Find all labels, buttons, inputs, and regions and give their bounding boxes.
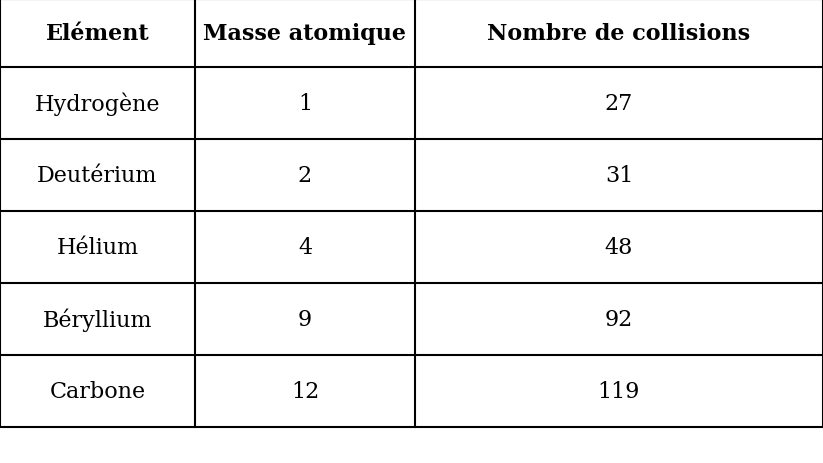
Text: 9: 9: [298, 308, 312, 330]
Text: Hélium: Hélium: [57, 237, 138, 258]
Text: Elément: Elément: [46, 23, 149, 45]
Text: Carbone: Carbone: [49, 380, 146, 402]
Text: 12: 12: [291, 380, 319, 402]
Text: Béryllium: Béryllium: [43, 307, 152, 331]
Text: Masse atomique: Masse atomique: [203, 23, 407, 45]
Text: 48: 48: [605, 237, 633, 258]
Text: Deutérium: Deutérium: [37, 165, 158, 187]
Text: 4: 4: [298, 237, 312, 258]
Text: 27: 27: [605, 93, 633, 115]
Text: 1: 1: [298, 93, 312, 115]
Text: 92: 92: [605, 308, 633, 330]
Text: Nombre de collisions: Nombre de collisions: [487, 23, 751, 45]
Text: 31: 31: [605, 165, 633, 187]
Text: 119: 119: [597, 380, 640, 402]
Text: 2: 2: [298, 165, 312, 187]
Text: Hydrogène: Hydrogène: [35, 92, 160, 115]
